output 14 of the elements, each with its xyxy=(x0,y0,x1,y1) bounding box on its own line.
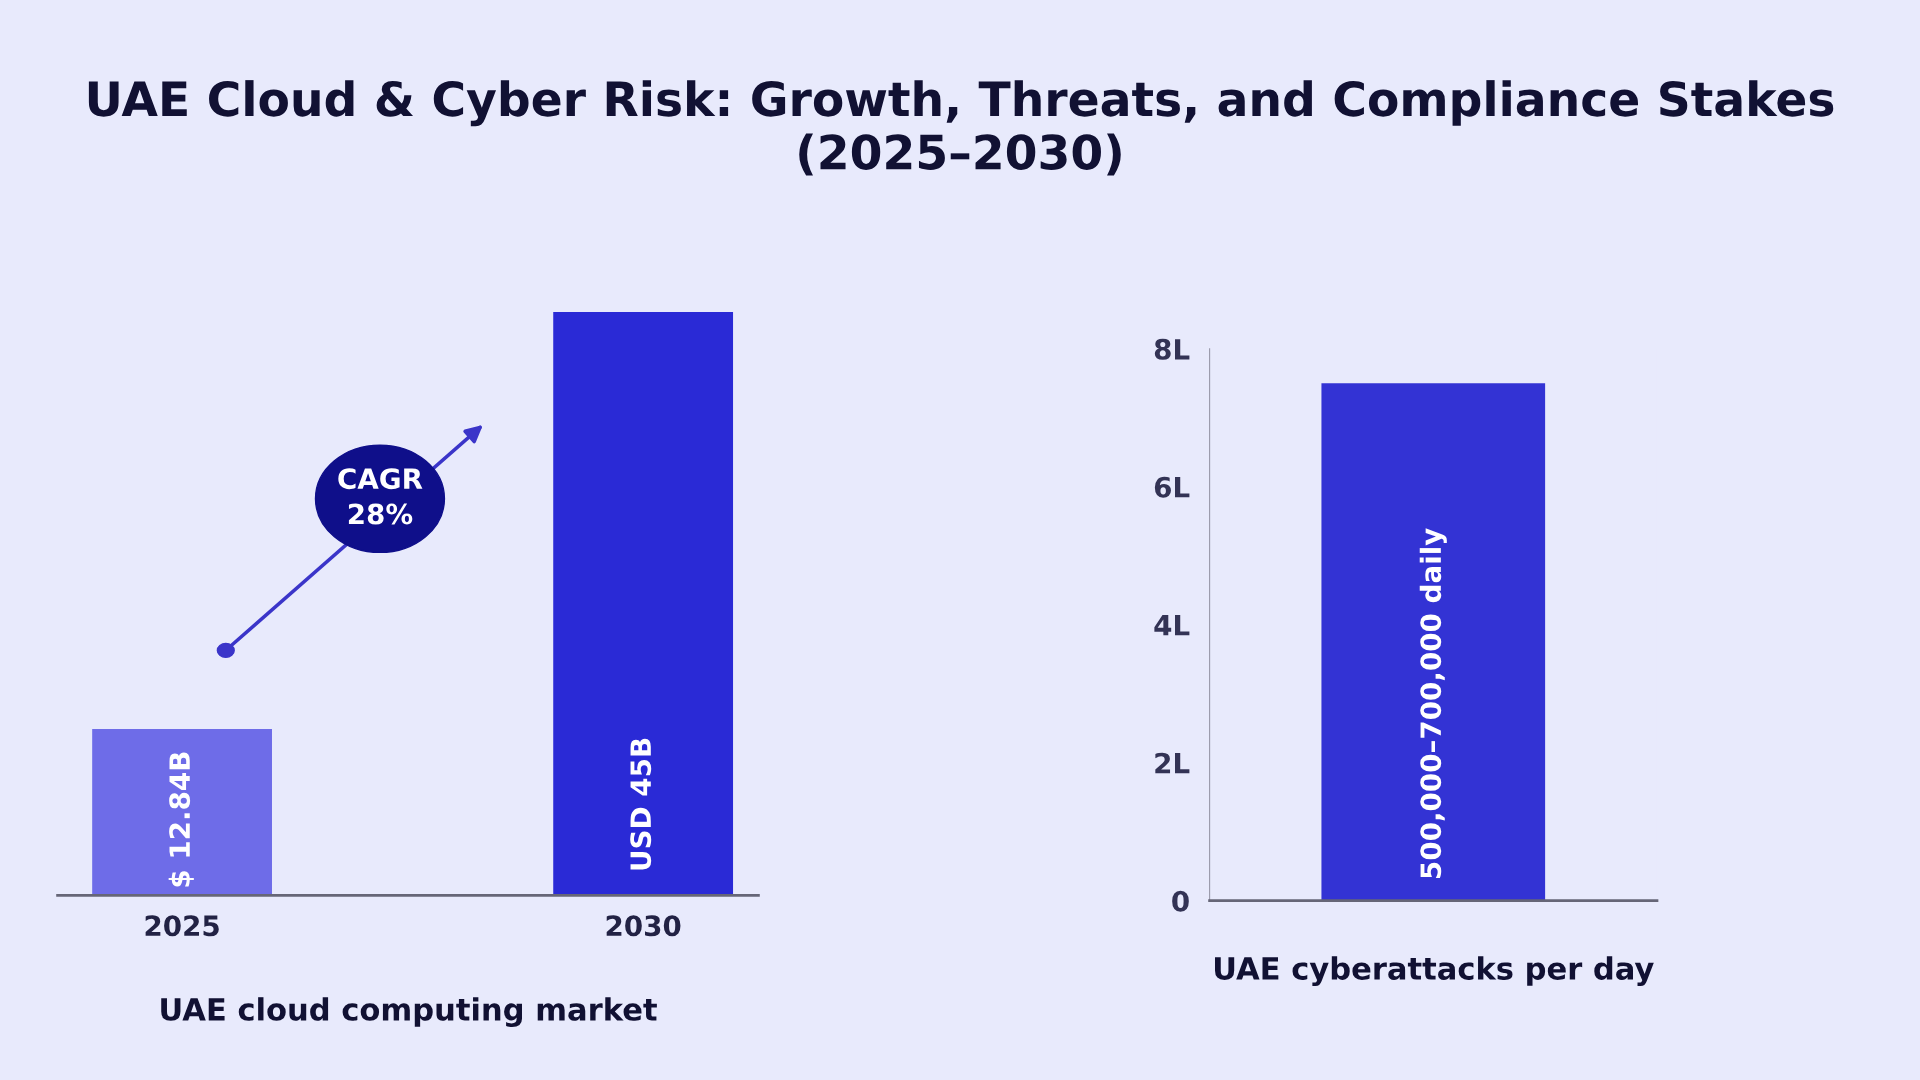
y-tick-label: 4L xyxy=(1154,615,1190,636)
x-tick-label: 2030 xyxy=(606,915,681,937)
x-axis-title: UAE cyberattacks per day xyxy=(1215,956,1654,987)
y-tick-label: 8L xyxy=(1154,338,1190,360)
data-label: 500,000–700,000 daily xyxy=(1419,528,1447,878)
data-label: $ 12.84B xyxy=(168,752,194,887)
data-label: USD 45B xyxy=(630,738,652,870)
y-tick-label: 0 xyxy=(1172,890,1189,912)
x-tick-label: 2025 xyxy=(145,915,219,937)
annotation: CAGR 28% xyxy=(338,468,423,525)
text: UAE Cloud & Cyber Risk: Growth, Threats, and Compliance Stakes (2025–2030) xyxy=(88,80,1834,176)
y-tick-label: 2L xyxy=(1155,752,1190,774)
y-tick-label: 6L xyxy=(1154,476,1190,498)
x-axis-title: UAE cloud computing market xyxy=(161,997,657,1028)
